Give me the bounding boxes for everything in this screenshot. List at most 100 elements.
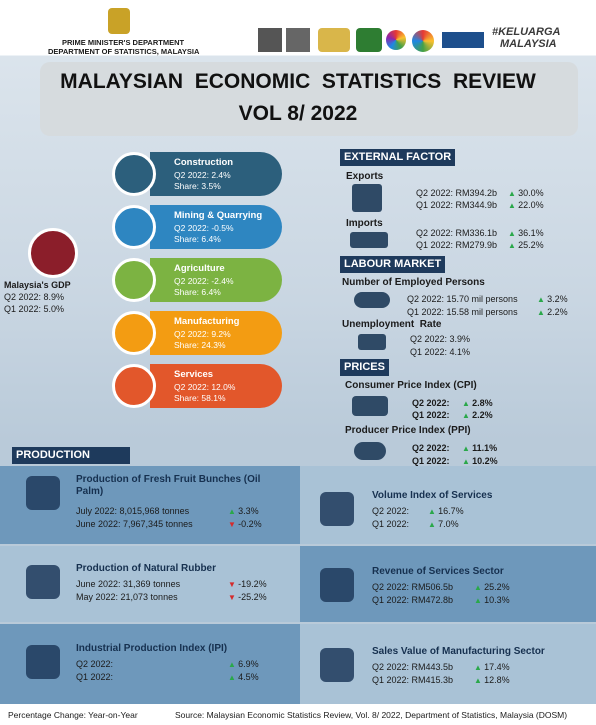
row-text: Q1 2022:	[412, 456, 450, 466]
title: VOL 8/ 2022	[238, 102, 358, 125]
ship-icon	[352, 184, 382, 212]
item-title: Production of Fresh Fruit Bunches (Oil P…	[76, 474, 261, 497]
hashtag: MALAYSIA	[500, 38, 557, 50]
item-icon	[26, 476, 60, 510]
footer-note: Percentage Change: Year-on-Year	[8, 710, 138, 720]
sector-share: Share: 58.1%	[174, 393, 226, 403]
row-text: Q2 2022:	[412, 443, 450, 453]
sector-name: Services	[174, 369, 214, 380]
sector-name: Construction	[174, 157, 234, 168]
sector-pill	[150, 152, 282, 196]
hashtag: #KELUARGA	[492, 26, 561, 38]
sector-icon	[112, 311, 156, 355]
row-text: Q1 2022: RM279.9b	[416, 240, 498, 250]
change: -25.2%	[228, 592, 267, 602]
logo	[386, 30, 406, 50]
section-title: PRICES	[340, 359, 389, 376]
row-text: Q1 2022:	[372, 519, 410, 529]
row-text: Q1 2022:	[76, 672, 114, 682]
group-title: Exports	[346, 171, 384, 182]
cpi-icon	[352, 396, 388, 416]
crest	[108, 8, 130, 34]
sector-share: Share: 24.3%	[174, 340, 226, 350]
change: 12.8%	[474, 675, 510, 685]
change: 25.2%	[474, 582, 510, 592]
footer-band	[0, 704, 596, 725]
title-box	[40, 62, 578, 136]
row-text: Q2 2022: RM443.5b	[372, 662, 454, 672]
ship-icon	[350, 232, 388, 248]
group-title: Imports	[346, 218, 383, 229]
row-text: Q2 2022:	[412, 398, 450, 408]
change: 36.1%	[508, 228, 544, 238]
change: 7.0%	[428, 519, 459, 529]
item-icon	[320, 568, 354, 602]
row-text: Q2 2022:	[372, 506, 410, 516]
gdp-icon	[28, 228, 78, 278]
department: PRIME MINISTER'S DEPARTMENT	[62, 38, 185, 47]
group-title: Number of Employed Persons	[342, 277, 485, 288]
title: MALAYSIAN ECONOMIC STATISTICS REVIEW	[60, 70, 536, 93]
sector-name: Agriculture	[174, 263, 225, 274]
ppi-icon	[354, 442, 386, 460]
group-title: Unemployment Rate	[342, 319, 442, 330]
change: 30.0%	[508, 188, 544, 198]
change: 2.8%	[462, 398, 493, 408]
sector-icon	[112, 258, 156, 302]
row-text: Q1 2022: 15.58 mil persons	[407, 307, 518, 317]
section-title: EXTERNAL FACTOR	[340, 149, 456, 166]
item-icon	[26, 565, 60, 599]
sector-name: Manufacturing	[174, 316, 240, 327]
social-logos	[442, 32, 484, 48]
logo	[318, 28, 350, 52]
group-title: Consumer Price Index (CPI)	[345, 380, 477, 391]
item-icon	[320, 492, 354, 526]
change: 4.5%	[228, 672, 259, 682]
row-text: Q2 2022: RM394.2b	[416, 188, 498, 198]
row-text: June 2022: 31,369 tonnes	[76, 579, 181, 589]
sector-pill	[150, 364, 282, 408]
change: 2.2%	[462, 410, 493, 420]
sector-pill	[150, 205, 282, 249]
people-icon	[354, 292, 390, 308]
qr-code	[258, 28, 282, 52]
gdp-label: Malaysia's GDP	[4, 280, 71, 290]
sector-share: Share: 6.4%	[174, 287, 221, 297]
item-title: Volume Index of Services	[372, 490, 493, 501]
sector-change: Q2 2022: -2.4%	[174, 276, 234, 286]
change: -19.2%	[228, 579, 267, 589]
logo	[356, 28, 382, 52]
change: 3.3%	[228, 506, 259, 516]
sector-icon	[112, 205, 156, 249]
sector-icon	[112, 152, 156, 196]
row-text: Q2 2022:	[76, 659, 114, 669]
row-text: Q2 2022: RM506.5b	[372, 582, 454, 592]
sector-name: Mining & Quarrying	[174, 210, 263, 221]
sector-pill	[150, 311, 282, 355]
department: DEPARTMENT OF STATISTICS, MALAYSIA	[48, 47, 200, 56]
sector-change: Q2 2022: 9.2%	[174, 329, 231, 339]
change: 10.3%	[474, 595, 510, 605]
change: 3.2%	[537, 294, 568, 304]
gdp-value: Q1 2022: 5.0%	[4, 304, 65, 314]
group-title: Producer Price Index (PPI)	[345, 425, 471, 436]
row-text: July 2022: 8,015,968 tonnes	[76, 506, 190, 516]
change: 10.2%	[462, 456, 498, 466]
change: 16.7%	[428, 506, 464, 516]
footer-source: Source: Malaysian Economic Statistics Re…	[175, 710, 568, 720]
row-text: May 2022: 21,073 tonnes	[76, 592, 178, 602]
sector-change: Q2 2022: -0.5%	[174, 223, 234, 233]
sector-icon	[112, 364, 156, 408]
gdp-value: Q2 2022: 8.9%	[4, 292, 65, 302]
item-icon	[26, 645, 60, 679]
qr-code	[286, 28, 310, 52]
sector-change: Q2 2022: 12.0%	[174, 382, 236, 392]
item-icon	[320, 648, 354, 682]
sector-change: Q2 2022: 2.4%	[174, 170, 231, 180]
row-text: Q1 2022:	[412, 410, 450, 420]
item-title: Production of Natural Rubber	[76, 563, 216, 574]
unemployment-icon	[358, 334, 386, 350]
change: 25.2%	[508, 240, 544, 250]
row-text: Q1 2022: RM344.9b	[416, 200, 498, 210]
section-title: LABOUR MARKET	[340, 256, 446, 273]
